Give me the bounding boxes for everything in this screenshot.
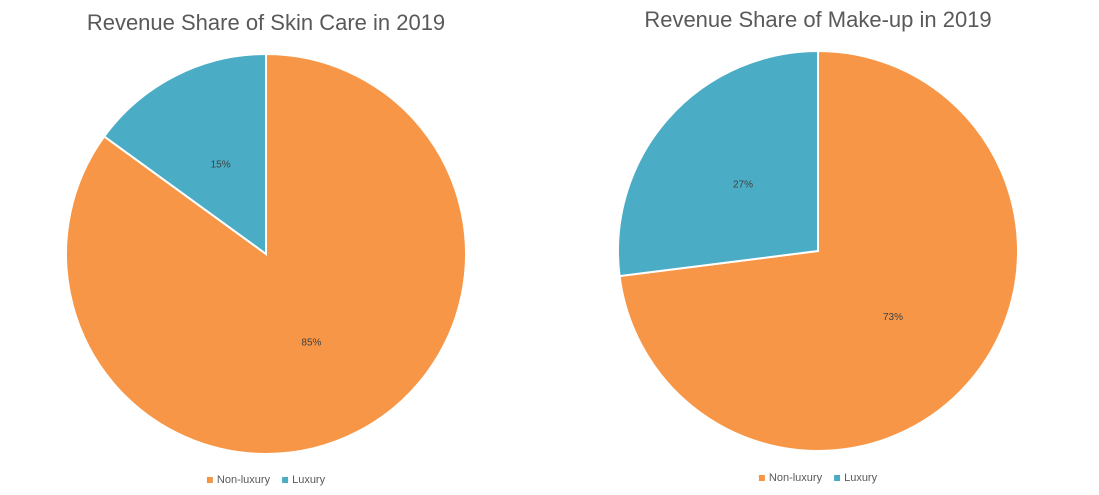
- pie-slice: [617, 49, 819, 278]
- value-label: 85%: [301, 338, 321, 349]
- legend-label: Luxury: [844, 472, 878, 484]
- legend-swatch: [206, 477, 213, 483]
- chart-title: Revenue Share of Skin Care in 2019: [87, 10, 445, 35]
- value-label: 73%: [883, 312, 903, 323]
- legend-label: Luxury: [292, 474, 326, 486]
- legend-label: Non-luxury: [769, 472, 823, 484]
- legend-swatch: [834, 475, 841, 481]
- legend-label: Non-luxury: [217, 474, 271, 486]
- pie-slice: [102, 52, 267, 256]
- chart-title: Revenue Share of Make-up in 2019: [644, 7, 991, 32]
- legend-swatch: [282, 477, 289, 483]
- value-label: 15%: [211, 160, 231, 171]
- value-label: 27%: [733, 180, 753, 191]
- legend-swatch: [758, 475, 765, 481]
